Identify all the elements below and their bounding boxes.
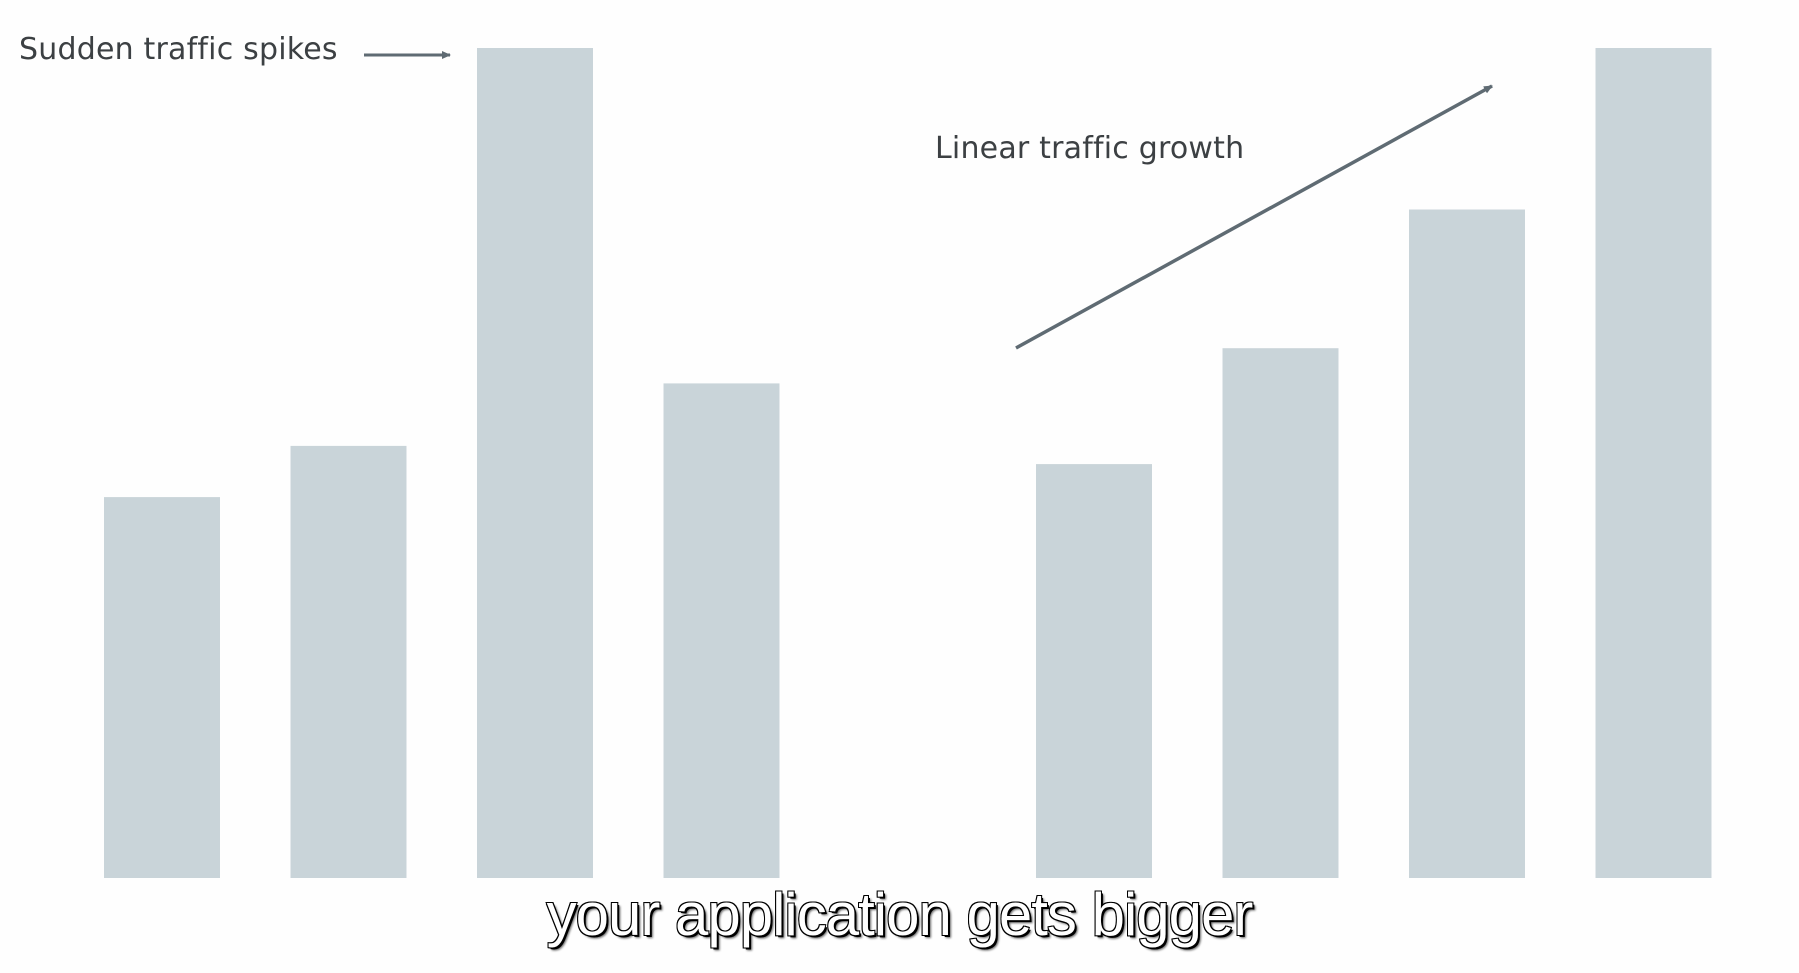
bar-group1-2 (290, 445, 407, 878)
bar-group2-4 (1595, 48, 1712, 878)
bars-group (104, 48, 1712, 878)
sudden-traffic-spikes-label: Sudden traffic spikes (19, 32, 338, 67)
growth-trend-arrow (1015, 84, 1493, 350)
bar-group2-2 (1222, 348, 1339, 878)
bar-group2-1 (1036, 464, 1152, 878)
bar-group2-3 (1409, 209, 1525, 878)
linear-traffic-growth-label: Linear traffic growth (935, 131, 1245, 166)
bar-group1-4 (663, 383, 780, 878)
bar-group1-1 (104, 497, 220, 878)
subtitle-caption: your application gets bigger (546, 880, 1255, 949)
bar-group1-3 (477, 48, 593, 878)
